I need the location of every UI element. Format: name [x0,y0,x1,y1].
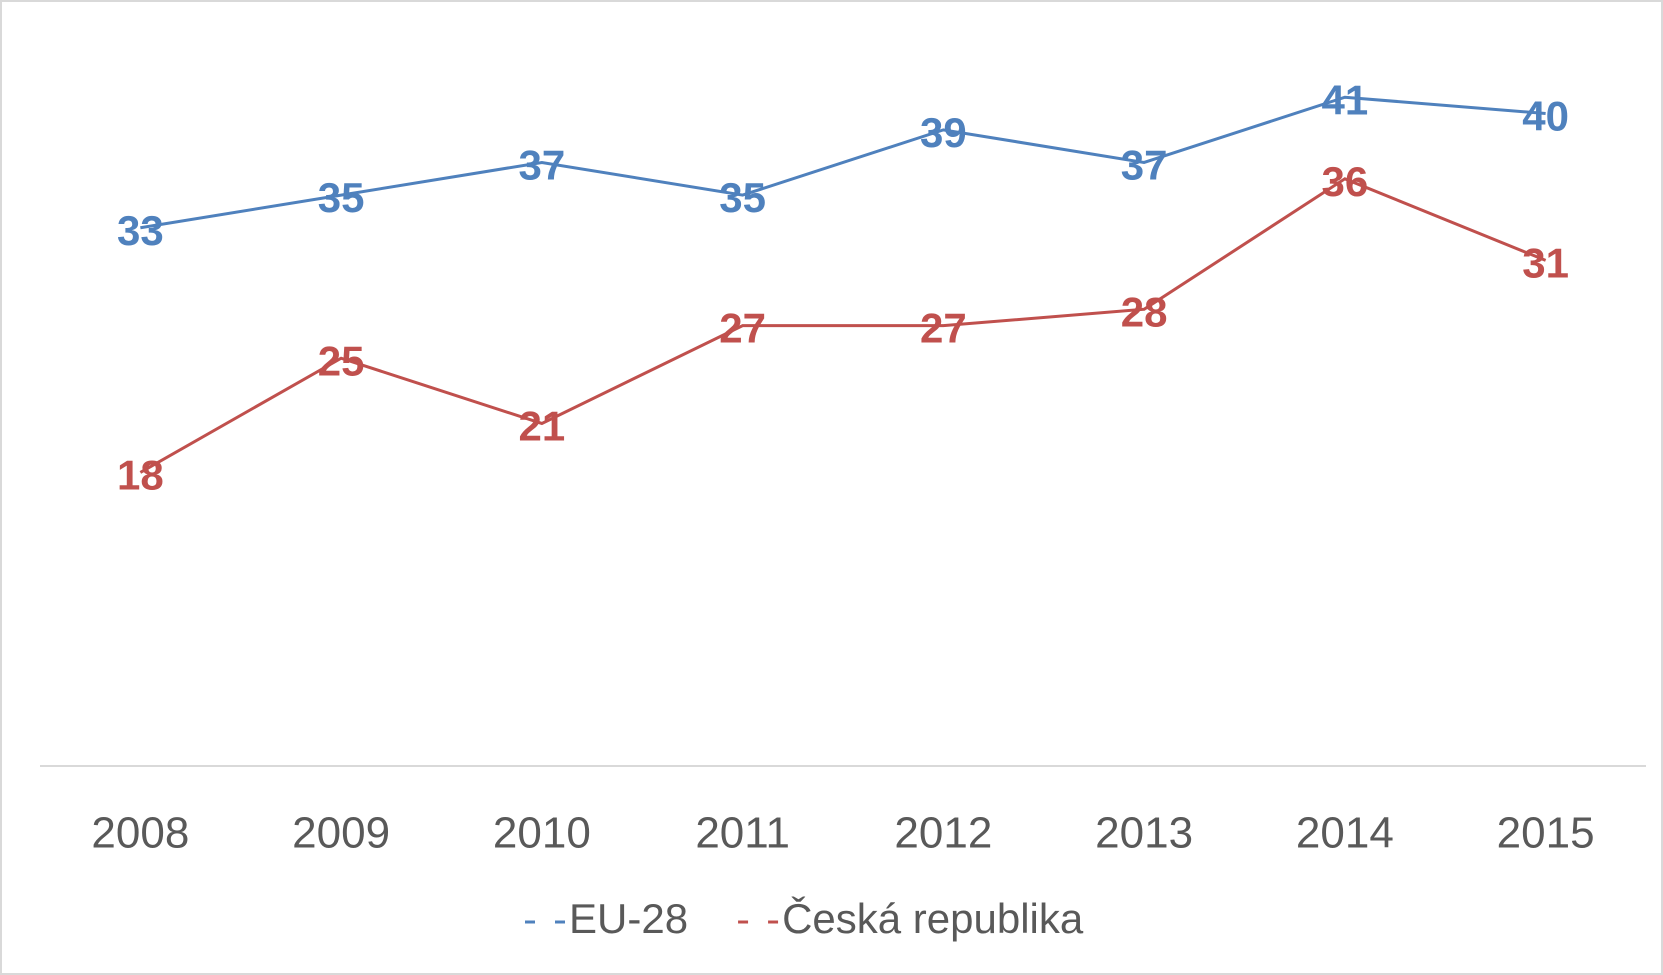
data-label: 35 [318,174,365,221]
x-tick-label: 2011 [695,809,790,858]
x-tick-label: 2008 [91,809,189,858]
data-label: 41 [1322,76,1369,123]
data-label: 39 [920,109,967,156]
series-line [140,95,1546,230]
data-label: 40 [1522,93,1569,140]
x-tick-label: 2009 [292,809,390,858]
x-tick-label: 2015 [1497,809,1595,858]
series-line [139,177,1547,474]
x-tick-label: 2014 [1296,809,1394,858]
data-label: 37 [519,142,566,189]
data-label: 31 [1522,239,1569,286]
data-label: 28 [1121,288,1168,335]
data-label: 27 [719,305,766,352]
x-tick-label: 2012 [894,809,992,858]
legend-label: Česká republika [782,895,1084,942]
x-tick-label: 2013 [1095,809,1193,858]
data-label: 18 [117,451,164,498]
x-tick-label: 2010 [493,809,591,858]
data-label: 36 [1322,158,1369,205]
data-label: 35 [719,174,766,221]
data-label: 25 [318,337,365,384]
data-label: 21 [519,403,566,450]
data-label: 33 [117,207,164,254]
data-label: 37 [1121,142,1168,189]
data-label: 27 [920,305,967,352]
legend-label: EU-28 [569,895,688,942]
